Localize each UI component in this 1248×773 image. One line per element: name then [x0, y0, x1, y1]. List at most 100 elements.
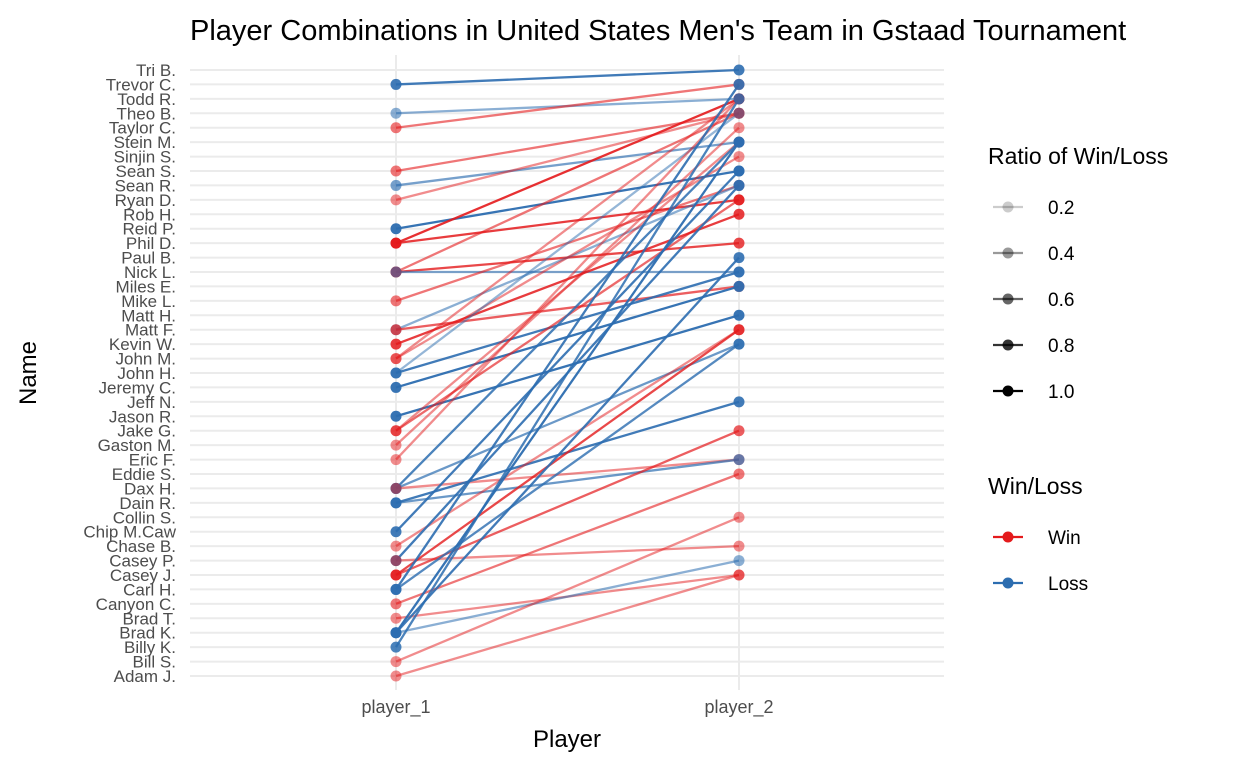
y-tick-label: Gaston M.	[98, 436, 176, 455]
legend-ratio: Ratio of Win/Loss 0.2 0.4 0.6 0.8 1.0	[988, 143, 1168, 403]
y-tick-label: Sean S.	[116, 162, 177, 181]
y-tick-label: Brad T.	[122, 609, 176, 628]
legend-win-loss-label: Win	[1048, 528, 1081, 549]
legend-ratio-key-point	[1002, 339, 1014, 351]
y-tick-label: Brad K.	[119, 624, 176, 643]
point-player-1	[390, 295, 402, 307]
y-tick-label: Eddie S.	[112, 465, 176, 484]
pair-line	[395, 112, 740, 274]
x-tick-label: player_1	[361, 697, 430, 718]
point-player-1	[390, 237, 402, 249]
point-player-2	[733, 425, 745, 437]
pair-line	[395, 97, 740, 360]
y-tick-label: Jake G.	[117, 422, 176, 441]
pair-line	[395, 198, 740, 245]
pair-line	[395, 328, 740, 576]
point-player-1	[390, 540, 402, 552]
pair-line	[395, 256, 740, 634]
y-tick-label: Dain R.	[119, 494, 176, 513]
point-player-1	[390, 482, 402, 494]
point-player-1	[390, 439, 402, 451]
point-player-1	[390, 410, 402, 422]
point-player-1	[390, 656, 402, 668]
point-player-2	[733, 338, 745, 350]
y-tick-label: Jeff N.	[127, 393, 176, 412]
y-tick-label: Paul B.	[121, 249, 176, 268]
y-tick-label: Matt F.	[125, 321, 176, 340]
legend-win-loss-title: Win/Loss	[988, 473, 1083, 499]
point-player-2	[733, 151, 745, 163]
y-tick-label: Stein M.	[114, 133, 176, 152]
pair-line	[395, 516, 740, 663]
pair-line	[395, 97, 740, 245]
y-tick-label: Mike L.	[121, 292, 176, 311]
pair-line	[395, 141, 740, 490]
point-player-1	[390, 338, 402, 350]
point-player-2	[733, 266, 745, 278]
legend-ratio-key-point	[1002, 385, 1014, 397]
point-player-1	[390, 78, 402, 90]
point-player-1	[390, 583, 402, 595]
point-player-1	[390, 367, 402, 379]
y-tick-label: Eric F.	[129, 451, 176, 470]
pair-line	[395, 170, 740, 533]
point-player-1	[390, 165, 402, 177]
pair-line	[395, 544, 740, 562]
legend-ratio-key-point	[1002, 293, 1014, 305]
y-tick-label: Canyon C.	[96, 595, 176, 614]
legend-win-loss-key-point	[1002, 531, 1014, 543]
pair-line	[395, 126, 740, 446]
y-tick-label: Jeremy C.	[99, 378, 176, 397]
point-player-1	[390, 223, 402, 235]
pair-line	[395, 343, 740, 591]
point-player-1	[390, 179, 402, 191]
legend-win-loss: Win/Loss Win Loss	[988, 473, 1088, 595]
point-player-2	[733, 194, 745, 206]
y-tick-label: Taylor C.	[109, 119, 176, 138]
pair-line	[395, 328, 740, 548]
pair-line	[395, 559, 740, 634]
y-tick-label: Carl H.	[123, 580, 176, 599]
point-player-1	[390, 555, 402, 567]
point-player-1	[390, 641, 402, 653]
y-tick-label: Jason R.	[109, 407, 176, 426]
point-player-2	[733, 511, 745, 523]
legend-ratio-title: Ratio of Win/Loss	[988, 143, 1168, 169]
y-tick-label: Rob H.	[123, 205, 176, 224]
point-player-2	[733, 454, 745, 466]
point-player-2	[733, 569, 745, 581]
y-tick-labels: Adam J.Bill S.Billy K.Brad K.Brad T.Cany…	[83, 61, 176, 686]
x-axis-title: Player	[533, 726, 601, 753]
y-tick-label: Chip M.Caw	[83, 523, 176, 542]
point-player-2	[733, 93, 745, 105]
pair-line	[395, 83, 740, 591]
y-tick-label: Ryan D.	[115, 191, 176, 210]
point-player-2	[733, 179, 745, 191]
series-points	[390, 64, 745, 682]
point-player-1	[390, 353, 402, 365]
legend-ratio-key-point	[1002, 247, 1014, 259]
chart-title: Player Combinations in United States Men…	[190, 15, 1126, 47]
y-tick-label: Chase B.	[106, 537, 176, 556]
legend-win-loss-label: Loss	[1048, 574, 1088, 595]
y-tick-label: Phil D.	[126, 234, 176, 253]
point-player-2	[733, 208, 745, 220]
pair-line	[395, 141, 740, 187]
pair-line	[395, 458, 740, 490]
y-tick-label: John M.	[116, 350, 176, 369]
point-player-2	[733, 540, 745, 552]
pair-line	[395, 98, 740, 461]
point-player-1	[390, 497, 402, 509]
y-tick-label: Sinjin S.	[114, 148, 176, 167]
pair-line	[395, 458, 740, 504]
point-player-1	[390, 194, 402, 206]
pair-line	[395, 343, 740, 490]
point-player-2	[733, 468, 745, 480]
point-player-1	[390, 569, 402, 581]
y-tick-label: Sean R.	[115, 176, 176, 195]
y-tick-label: Nick L.	[124, 263, 176, 282]
legend-ratio-label: 0.6	[1048, 290, 1074, 311]
point-player-2	[733, 107, 745, 119]
y-tick-label: Trevor C.	[106, 75, 176, 94]
point-player-2	[733, 122, 745, 134]
